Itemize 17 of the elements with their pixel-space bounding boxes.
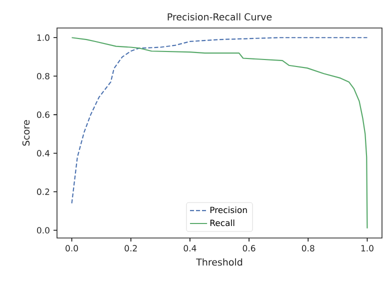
x-tick-label: 0.8 (302, 245, 314, 252)
x-tick-label: 0.4 (184, 245, 196, 252)
y-axis-title: Score (22, 120, 30, 146)
x-tick-label: 0.6 (242, 245, 256, 252)
legend-label: Precision (210, 206, 247, 214)
x-tick-label: 0.2 (124, 245, 137, 252)
chart-title: Precision-Recall Curve (168, 13, 272, 20)
y-tick-label: 0.0 (37, 227, 50, 234)
y-tick-label: 0.2 (37, 188, 50, 195)
y-tick-label: 1.0 (37, 34, 50, 41)
x-tick-label: 0.0 (66, 245, 78, 252)
legend-label: Recall (210, 220, 234, 226)
y-tick-label: 0.6 (37, 111, 50, 118)
x-tick-label: 1.0 (361, 245, 374, 252)
y-tick-label: 0.8 (37, 72, 50, 80)
y-tick-label: 0.4 (37, 150, 50, 156)
x-axis-title: Threshold (196, 258, 242, 266)
